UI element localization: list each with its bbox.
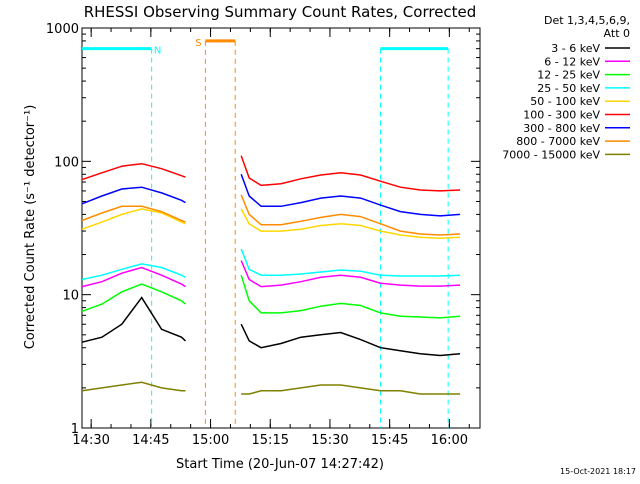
x-tick-label: 14:30 — [72, 433, 109, 448]
legend-header-line2: Att 0 — [604, 27, 630, 40]
legend-label-5: 100 - 300 keV — [523, 109, 600, 122]
plot-frame — [81, 27, 481, 429]
night-label: N — [154, 46, 161, 57]
y-tick-label: 1000 — [46, 22, 79, 37]
night-interval: N — [82, 46, 161, 428]
y-axis-label: Corrected Count Rate (s⁻¹ detector⁻¹) — [23, 105, 38, 350]
x-tick-label: 14:45 — [132, 433, 169, 448]
series-line-3 — [81, 248, 461, 281]
legend-label-1: 6 - 12 keV — [544, 55, 600, 68]
legend-header-line1: Det 1,3,4,5,6,9, — [544, 14, 630, 27]
series-line-1 — [81, 260, 461, 288]
x-tick-label: 15:30 — [311, 433, 348, 448]
legend-label-4: 50 - 100 keV — [530, 95, 600, 108]
legend-label-0: 3 - 6 keV — [551, 42, 600, 55]
series-line-0 — [81, 296, 461, 357]
saa-label: S — [195, 38, 201, 49]
series-line-2 — [81, 274, 461, 319]
x-tick-label: 15:15 — [252, 433, 289, 448]
y-tick-label: 1 — [71, 422, 79, 437]
x-tick-label: 15:45 — [371, 433, 408, 448]
series-line-8 — [81, 381, 461, 395]
legend-label-2: 12 - 25 keV — [537, 69, 600, 82]
y-tick-label: 10 — [62, 289, 79, 304]
x-tick-label: 15:00 — [192, 433, 229, 448]
legend-label-7: 800 - 7000 keV — [516, 135, 600, 148]
footer-timestamp: 15-Oct-2021 18:17 — [560, 467, 636, 476]
series-line-7 — [81, 194, 461, 236]
series-line-5 — [81, 155, 461, 192]
saa-interval: S — [195, 38, 236, 428]
series-line-6 — [81, 174, 461, 217]
legend-label-6: 300 - 800 keV — [523, 122, 600, 135]
chart-title: RHESSI Observing Summary Count Rates, Co… — [84, 3, 477, 21]
legend-label-8: 7000 - 15000 keV — [502, 148, 600, 161]
legend-label-3: 25 - 50 keV — [537, 82, 600, 95]
x-tick-label: 16:00 — [431, 433, 468, 448]
x-axis-label: Start Time (20-Jun-07 14:27:42) — [176, 457, 384, 472]
series-line-4 — [81, 208, 461, 239]
y-tick-label: 100 — [54, 155, 79, 170]
